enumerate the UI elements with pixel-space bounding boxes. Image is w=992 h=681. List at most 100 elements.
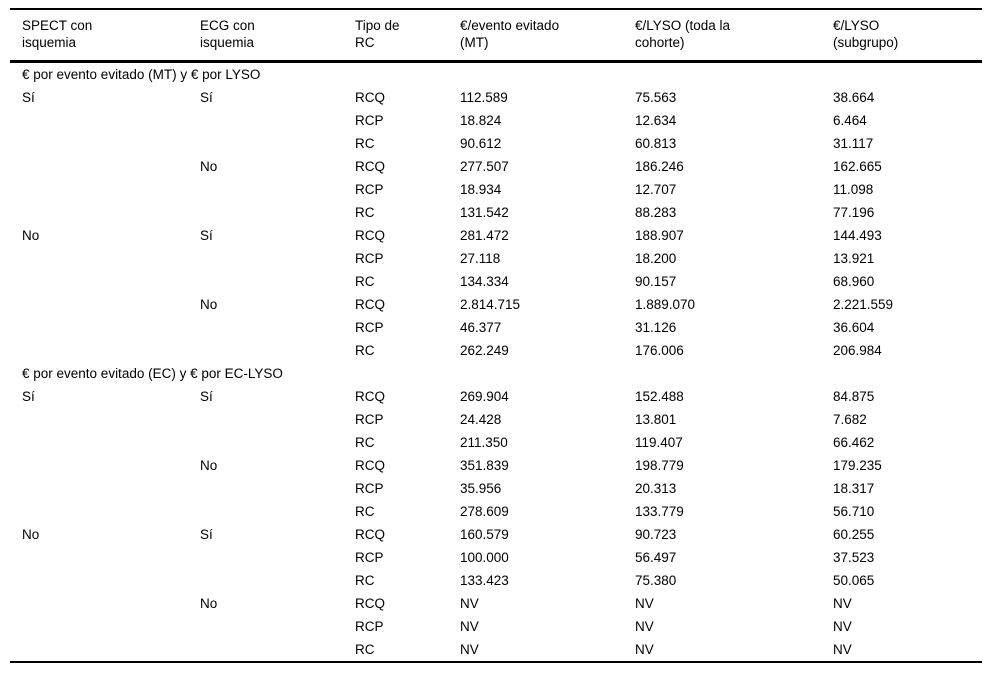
column-header-lyso-subgrupo: €/LYSO (subgrupo) (833, 9, 982, 63)
data-cell: 24.428 (460, 412, 502, 427)
data-cell: No (200, 458, 218, 473)
data-cell: NV (833, 642, 852, 657)
data-cell (200, 270, 355, 293)
data-cell: NV (635, 642, 654, 657)
data-cell: 152.488 (635, 389, 684, 404)
data-cell: RCP (355, 619, 384, 634)
data-row: No RCQ 351.839 198.779 179.235 (10, 454, 982, 477)
data-cell (200, 546, 355, 569)
section-title: € por evento evitado (MT) y € por LYSO (22, 67, 261, 82)
data-row: No RCQ 277.507 186.246 162.665 (10, 155, 982, 178)
data-cell: 133.423 (460, 573, 509, 588)
data-cell: 90.157 (635, 274, 677, 289)
data-row: No Sí RCQ 281.472 188.907 144.493 (10, 224, 982, 247)
data-cell: RCP (355, 182, 384, 197)
column-header-evento-evitado: €/evento evitado (MT) (460, 9, 635, 63)
data-cell: RCP (355, 481, 384, 496)
data-cell: RC (355, 642, 375, 657)
section-title: € por evento evitado (EC) y € por EC-LYS… (22, 366, 283, 381)
data-cell: 20.313 (635, 481, 677, 496)
data-cell: RC (355, 435, 375, 450)
data-cell: RCP (355, 320, 384, 335)
data-cell: RCP (355, 113, 384, 128)
data-cell: RCQ (355, 90, 385, 105)
data-cell: 144.493 (833, 228, 882, 243)
data-row: RCP 46.377 31.126 36.604 (10, 316, 982, 339)
data-cell: 206.984 (833, 343, 882, 358)
data-cell (10, 270, 200, 293)
data-row: RC 278.609 133.779 56.710 (10, 500, 982, 523)
data-cell: 38.664 (833, 90, 875, 105)
data-row: RCP 18.824 12.634 6.464 (10, 109, 982, 132)
data-cell: 119.407 (635, 435, 683, 450)
data-cell (10, 477, 200, 500)
data-cell (200, 247, 355, 270)
data-cell (200, 615, 355, 638)
data-row: RCP NV NV NV (10, 615, 982, 638)
data-cell (10, 247, 200, 270)
data-cell (10, 109, 200, 132)
data-row: RC 133.423 75.380 50.065 (10, 569, 982, 592)
data-cell: 75.563 (635, 90, 677, 105)
data-cell: 2.814.715 (460, 297, 521, 312)
data-cell: 90.723 (635, 527, 677, 542)
data-cell: 18.317 (833, 481, 875, 496)
data-cell: RC (355, 136, 375, 151)
data-cell (200, 178, 355, 201)
data-cell (10, 201, 200, 224)
data-cell (10, 569, 200, 592)
data-cell: 68.960 (833, 274, 875, 289)
data-cell: No (22, 527, 40, 542)
data-cell: 179.235 (833, 458, 882, 473)
data-cell: RC (355, 573, 375, 588)
data-cell: No (200, 596, 218, 611)
data-cell: 269.904 (460, 389, 509, 404)
data-cell: 211.350 (460, 435, 508, 450)
data-cell: 31.117 (833, 136, 874, 151)
data-cell (10, 615, 200, 638)
data-cell: NV (635, 619, 654, 634)
data-cell (200, 638, 355, 662)
data-cell: 6.464 (833, 113, 867, 128)
data-cell (10, 293, 200, 316)
data-cell: NV (460, 642, 479, 657)
data-cell: RCQ (355, 389, 385, 404)
data-cell: No (200, 297, 218, 312)
data-cell (200, 431, 355, 454)
data-cell: RCQ (355, 458, 385, 473)
data-cell: RCQ (355, 159, 385, 174)
data-cell: RC (355, 274, 375, 289)
data-cell: 7.682 (833, 412, 867, 427)
data-cell: 27.118 (460, 251, 501, 266)
column-header-spect: SPECT con isquemia (10, 9, 200, 63)
data-cell: 18.200 (635, 251, 677, 266)
data-cell: 277.507 (460, 159, 509, 174)
data-cell: 13.801 (635, 412, 677, 427)
data-cell: 160.579 (460, 527, 509, 542)
data-row: RCP 18.934 12.707 11.098 (10, 178, 982, 201)
data-cell: 56.497 (635, 550, 677, 565)
data-cell: 46.377 (460, 320, 502, 335)
data-cell (10, 592, 200, 615)
data-cell: 66.462 (833, 435, 875, 450)
data-cell: 13.921 (833, 251, 875, 266)
data-cell (10, 408, 200, 431)
data-row: Sí Sí RCQ 269.904 152.488 84.875 (10, 385, 982, 408)
data-cell: 281.472 (460, 228, 509, 243)
section-row: € por evento evitado (MT) y € por LYSO (10, 62, 982, 87)
data-cell (10, 132, 200, 155)
data-row: RCP 24.428 13.801 7.682 (10, 408, 982, 431)
data-cell: NV (460, 596, 479, 611)
data-cell (200, 569, 355, 592)
data-cell (10, 638, 200, 662)
data-cell: 133.779 (635, 504, 684, 519)
data-cell: 162.665 (833, 159, 882, 174)
data-cell: 18.934 (460, 182, 502, 197)
data-row: RC 134.334 90.157 68.960 (10, 270, 982, 293)
data-cell: NV (460, 619, 479, 634)
data-cell: 88.283 (635, 205, 677, 220)
data-cell: NV (833, 619, 852, 634)
data-cell (10, 546, 200, 569)
data-cell (200, 201, 355, 224)
data-cell: 198.779 (635, 458, 684, 473)
